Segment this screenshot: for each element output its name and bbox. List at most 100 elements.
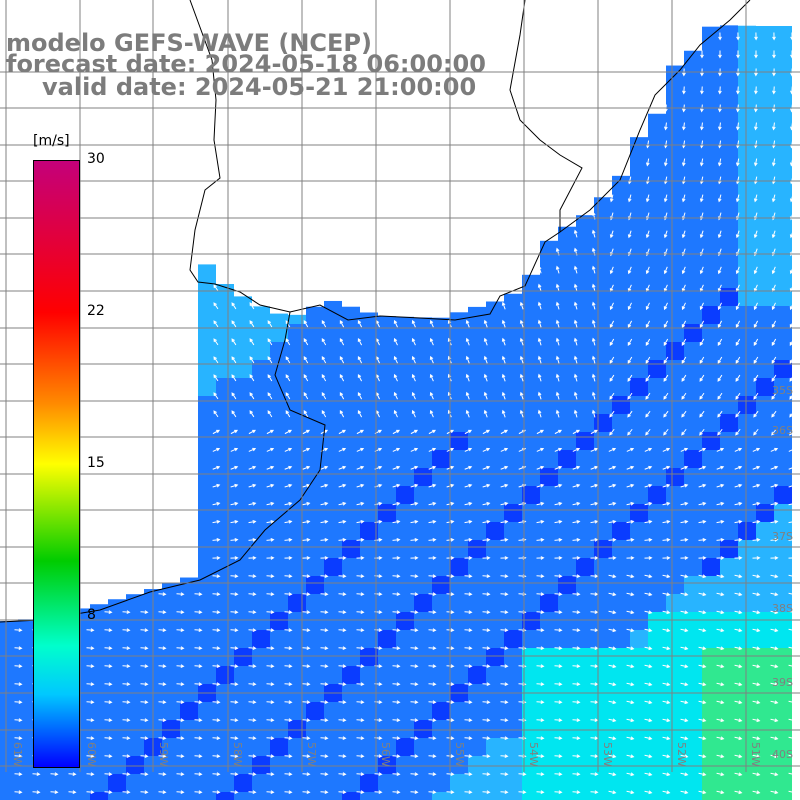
wind-speed-cell bbox=[774, 270, 792, 289]
wind-arrow bbox=[519, 391, 524, 400]
wind-speed-cell bbox=[468, 702, 486, 721]
wind-arrow bbox=[392, 718, 401, 722]
wind-speed-cell bbox=[288, 342, 306, 361]
wind-speed-cell bbox=[558, 252, 576, 271]
wind-arrow bbox=[428, 664, 437, 668]
wind-speed-cell bbox=[126, 774, 144, 793]
wind-speed-cell bbox=[630, 558, 648, 577]
wind-arrow bbox=[573, 319, 578, 328]
wind-speed-cell bbox=[234, 486, 252, 505]
wind-speed-cell bbox=[648, 522, 666, 541]
wind-arrow bbox=[356, 429, 365, 435]
wind-speed-cell bbox=[630, 360, 648, 379]
wind-speed-cell bbox=[558, 738, 576, 757]
wind-speed-cell bbox=[594, 486, 612, 505]
wind-speed-cell bbox=[576, 630, 594, 649]
wind-arrow bbox=[176, 736, 185, 740]
wind-speed-cell bbox=[252, 504, 270, 523]
wind-arrow bbox=[537, 337, 542, 346]
wind-speed-cell bbox=[666, 324, 684, 343]
wind-speed-cell bbox=[756, 666, 774, 685]
wind-speed-cell bbox=[756, 504, 774, 523]
wind-arrow bbox=[464, 538, 473, 542]
wind-arrow bbox=[680, 610, 689, 615]
wind-arrow bbox=[68, 772, 77, 776]
wind-arrow bbox=[717, 140, 722, 149]
wind-speed-cell bbox=[306, 702, 324, 721]
wind-speed-cell bbox=[198, 540, 216, 559]
wind-speed-cell bbox=[486, 558, 504, 577]
wind-arrow bbox=[338, 736, 347, 740]
wind-speed-cell bbox=[198, 612, 216, 631]
wind-arrow bbox=[392, 754, 401, 758]
wind-arrow bbox=[519, 355, 524, 364]
wind-arrow bbox=[411, 355, 416, 364]
wind-arrow bbox=[464, 519, 473, 524]
wind-speed-cell bbox=[216, 288, 234, 307]
wind-speed-cell bbox=[414, 576, 432, 595]
wind-speed-cell bbox=[504, 450, 522, 469]
wind-speed-cell bbox=[720, 54, 738, 73]
wind-arrow bbox=[320, 538, 329, 542]
wind-speed-cell bbox=[360, 342, 378, 361]
wind-speed-cell bbox=[648, 360, 666, 379]
wind-arrow bbox=[321, 392, 327, 400]
wind-arrow bbox=[788, 664, 797, 669]
wind-speed-cell bbox=[576, 360, 594, 379]
wind-arrow bbox=[753, 302, 758, 311]
wind-speed-cell bbox=[270, 540, 288, 559]
wind-speed-cell bbox=[630, 342, 648, 361]
wind-speed-cell bbox=[612, 342, 630, 361]
wind-arrow bbox=[248, 483, 257, 488]
wind-speed-cell bbox=[288, 540, 306, 559]
wind-arrow bbox=[284, 754, 293, 758]
wind-speed-cell bbox=[738, 450, 756, 469]
wind-arrow bbox=[410, 664, 419, 668]
wind-arrow bbox=[231, 356, 237, 364]
wind-arrow bbox=[212, 664, 221, 668]
wind-speed-cell bbox=[702, 162, 720, 181]
wind-arrow bbox=[410, 592, 419, 596]
wind-speed-cell bbox=[594, 197, 612, 199]
wind-arrow bbox=[770, 483, 779, 488]
wind-speed-cell bbox=[630, 486, 648, 505]
wind-speed-cell bbox=[684, 288, 702, 307]
wind-arrow bbox=[483, 337, 488, 346]
wind-arrow bbox=[231, 374, 237, 382]
wind-speed-cell bbox=[432, 378, 450, 397]
wind-speed-cell bbox=[270, 738, 288, 757]
wind-speed-cell bbox=[684, 72, 702, 91]
wind-arrow bbox=[752, 538, 761, 542]
wind-arrow bbox=[752, 574, 761, 579]
wind-speed-cell bbox=[468, 396, 486, 415]
wind-speed-cell bbox=[18, 666, 36, 685]
wind-arrow bbox=[770, 501, 779, 506]
wind-speed-cell bbox=[774, 180, 792, 199]
wind-speed-cell bbox=[234, 468, 252, 487]
wind-arrow bbox=[572, 538, 581, 542]
wind-arrow bbox=[104, 610, 113, 614]
wind-speed-cell bbox=[666, 252, 684, 271]
wind-arrow bbox=[501, 355, 506, 364]
wind-speed-cell bbox=[486, 432, 504, 451]
wind-arrow bbox=[626, 519, 635, 524]
wind-arrow bbox=[338, 483, 347, 488]
wind-speed-cell bbox=[432, 774, 450, 793]
wind-arrow bbox=[500, 556, 509, 560]
wind-arrow bbox=[788, 646, 797, 651]
wind-arrow bbox=[554, 592, 563, 596]
latitude-label: 37S bbox=[772, 530, 793, 543]
wind-speed-cell bbox=[612, 792, 630, 800]
wind-speed-cell bbox=[612, 720, 630, 739]
wind-arrow bbox=[536, 610, 545, 614]
wind-speed-cell bbox=[648, 324, 666, 343]
wind-arrow bbox=[482, 556, 491, 560]
wind-arrow bbox=[428, 501, 437, 506]
wind-arrow bbox=[465, 391, 470, 400]
wind-speed-cell bbox=[234, 450, 252, 469]
wind-arrow bbox=[770, 592, 779, 597]
wind-arrow bbox=[771, 158, 776, 167]
wind-arrow bbox=[716, 465, 725, 470]
wind-speed-cell bbox=[0, 648, 18, 667]
wind-arrow bbox=[536, 574, 545, 578]
